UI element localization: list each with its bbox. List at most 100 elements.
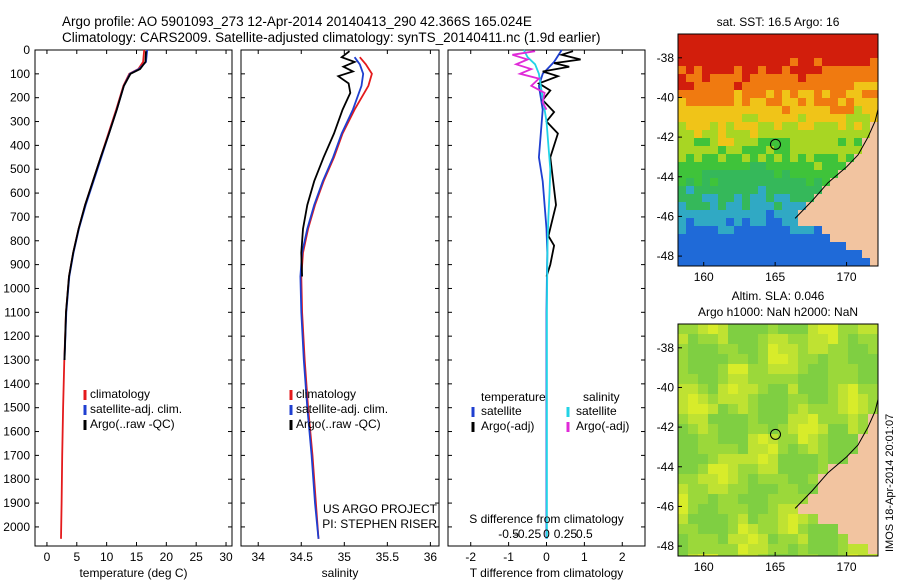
map-cell <box>862 90 870 98</box>
map-cell <box>862 50 870 58</box>
x-tick-label: 35.5 <box>376 550 400 564</box>
map-cell <box>688 344 698 354</box>
map-cell <box>688 504 698 514</box>
map-cell <box>742 122 750 130</box>
map-cell <box>822 234 830 242</box>
map-cell <box>858 544 868 554</box>
map-cell <box>710 210 718 218</box>
map-cell <box>758 170 766 178</box>
map-cell <box>846 130 854 138</box>
map-cell <box>694 66 702 74</box>
map-cell <box>806 226 814 234</box>
map-cell <box>798 58 806 66</box>
map-cell <box>818 484 828 494</box>
map-cell <box>798 42 806 50</box>
map-cell <box>822 218 830 226</box>
map-cell <box>766 122 774 130</box>
map-cell <box>830 146 838 154</box>
map-cell <box>758 454 768 464</box>
map-cell <box>718 186 726 194</box>
map-cell <box>748 474 758 484</box>
x-tick-label: 1 <box>581 550 588 564</box>
map-cell <box>782 146 790 154</box>
map-cell <box>702 66 710 74</box>
map-cell <box>870 210 878 218</box>
map-cell <box>782 74 790 82</box>
map-cell <box>718 364 728 374</box>
map-cell <box>768 514 778 524</box>
map-cell <box>798 334 808 344</box>
map-cell <box>758 494 768 504</box>
map-cell <box>790 106 798 114</box>
map-cell <box>814 90 822 98</box>
map-cell <box>750 90 758 98</box>
map-cell <box>694 98 702 106</box>
map-cell <box>788 374 798 384</box>
map-cell <box>830 258 838 266</box>
map-cell <box>788 554 798 556</box>
map-cell <box>702 258 710 266</box>
map-cell <box>822 154 830 162</box>
map-cell <box>862 194 870 202</box>
map-cell <box>790 202 798 210</box>
map-cell <box>854 122 862 130</box>
map-cell <box>838 374 848 384</box>
map-cell <box>822 170 830 178</box>
map-y-tick-label: -40 <box>657 380 675 394</box>
map-cell <box>758 524 768 534</box>
map-cell <box>678 394 688 404</box>
y-tick-label: 1300 <box>3 353 30 367</box>
map-cell <box>728 444 738 454</box>
map-cell <box>782 90 790 98</box>
map-cell <box>748 554 758 556</box>
map-cell <box>854 250 862 258</box>
map-cell <box>742 74 750 82</box>
map-cell <box>822 98 830 106</box>
y-tick-label: 600 <box>10 186 30 200</box>
legend-label: Argo(..raw -QC) <box>296 417 381 431</box>
map-cell <box>862 218 870 226</box>
map-cell <box>846 34 854 42</box>
map-cell <box>766 74 774 82</box>
map-cell <box>698 354 708 364</box>
map-cell <box>870 162 878 170</box>
map-cell <box>838 384 848 394</box>
map-cell <box>798 74 806 82</box>
map-cell <box>686 90 694 98</box>
map-cell <box>846 202 854 210</box>
map-cell <box>678 474 688 484</box>
map-cell <box>768 384 778 394</box>
map-cell <box>798 90 806 98</box>
map-cell <box>726 258 734 266</box>
map-cell <box>806 74 814 82</box>
map-cell <box>718 464 728 474</box>
map-cell <box>694 122 702 130</box>
map-cell <box>870 66 878 74</box>
map-cell <box>838 494 848 504</box>
map-cell <box>858 354 868 364</box>
map-cell <box>766 58 774 66</box>
map-cell <box>678 130 686 138</box>
map-cell <box>738 434 748 444</box>
map-cell <box>694 178 702 186</box>
map-cell <box>688 494 698 504</box>
map-cell <box>828 514 838 524</box>
map-cell <box>862 186 870 194</box>
map-cell <box>798 554 808 556</box>
map-cell <box>870 34 878 42</box>
map-cell <box>838 130 846 138</box>
map-cell <box>678 344 688 354</box>
map-cell <box>710 202 718 210</box>
legend-title: temperature <box>481 390 546 404</box>
map-cell <box>698 454 708 464</box>
map-cell <box>678 334 688 344</box>
map-cell <box>708 334 718 344</box>
map-cell <box>738 534 748 544</box>
map-cell <box>710 58 718 66</box>
map-cell <box>686 114 694 122</box>
map-cell <box>782 170 790 178</box>
map-cell <box>846 122 854 130</box>
map-cell <box>846 210 854 218</box>
map-cell <box>686 178 694 186</box>
map-cell <box>830 50 838 58</box>
